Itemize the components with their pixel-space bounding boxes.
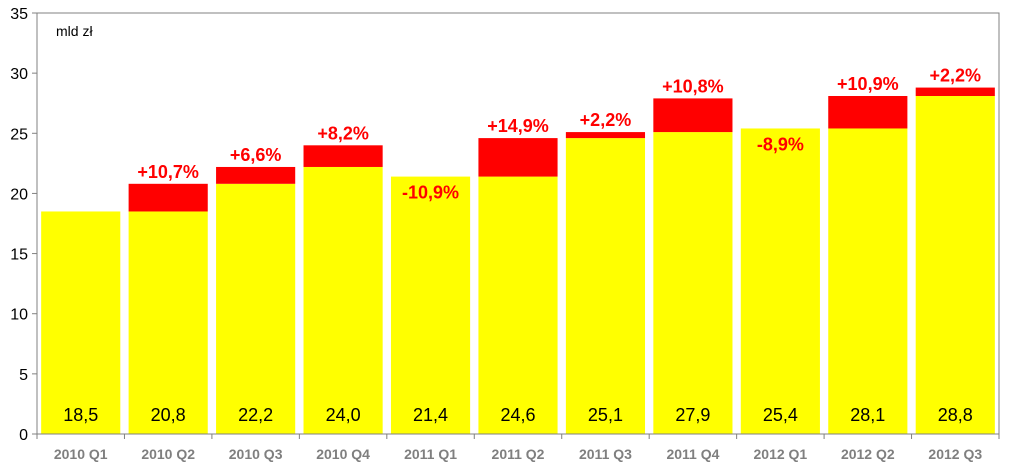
- bars-layer: [41, 87, 995, 435]
- change-label: +10,8%: [662, 76, 724, 96]
- category-label: 2011 Q1: [404, 446, 457, 462]
- category-label: 2012 Q1: [754, 446, 808, 462]
- bar-base: [216, 183, 296, 434]
- category-label: 2011 Q4: [666, 446, 719, 462]
- value-label: 22,2: [238, 405, 273, 425]
- labels-layer: 18,5 20,8 +10,7% 22,2 +6,6% 24,0 +8,2% 21,4 -10,…: [63, 66, 981, 425]
- category-label: 2010 Q4: [316, 446, 370, 462]
- change-label: -8,9%: [757, 134, 804, 154]
- bar-increase: [653, 98, 733, 133]
- bar-base: [41, 211, 121, 434]
- change-label: -10,9%: [402, 183, 459, 203]
- value-label: 24,6: [500, 405, 535, 425]
- y-tick-label: 10: [10, 307, 28, 324]
- bar-base: [740, 128, 820, 434]
- bar-increase: [915, 87, 995, 96]
- category-label: 2012 Q2: [841, 446, 895, 462]
- value-label: 28,8: [938, 405, 973, 425]
- value-label: 27,9: [675, 405, 710, 425]
- value-label: 20,8: [151, 405, 186, 425]
- bar-base: [390, 176, 471, 435]
- value-label: 28,1: [850, 405, 885, 425]
- y-tick-label: 15: [10, 247, 28, 264]
- y-tick-label: 0: [19, 427, 28, 444]
- change-label: +6,6%: [230, 145, 282, 165]
- change-label: +10,9%: [837, 74, 899, 94]
- bar-base: [478, 176, 558, 435]
- change-label: +2,2%: [929, 66, 981, 86]
- value-label: 25,4: [763, 405, 798, 425]
- value-label: 21,4: [413, 405, 448, 425]
- bar-base: [565, 138, 646, 434]
- bar-increase: [128, 183, 208, 212]
- value-label: 25,1: [588, 405, 623, 425]
- bar-increase: [478, 138, 558, 177]
- unit-label: mld zł: [56, 23, 93, 39]
- value-label: 24,0: [326, 405, 361, 425]
- change-label: +8,2%: [317, 123, 369, 143]
- y-tick-label: 25: [10, 126, 28, 143]
- bar-increase: [216, 166, 296, 184]
- y-tick-label: 5: [19, 367, 28, 384]
- category-label: 2011 Q2: [492, 446, 545, 462]
- bar-base: [653, 132, 733, 434]
- y-tick-label: 35: [10, 6, 28, 23]
- bar-increase: [828, 95, 908, 129]
- bar-base: [915, 95, 995, 435]
- category-label: 2010 Q1: [54, 446, 108, 462]
- bar-base: [303, 166, 383, 435]
- axis-layer: 2010 Q1 2010 Q2 2010 Q3 2010 Q4 2011 Q1 2011 …: [10, 6, 1000, 462]
- y-tick-label: 30: [10, 66, 28, 83]
- bar-base: [828, 128, 908, 434]
- category-label: 2011 Q3: [579, 446, 632, 462]
- category-label: 2010 Q3: [229, 446, 283, 462]
- bar-base: [128, 211, 208, 434]
- change-label: +14,9%: [487, 116, 549, 136]
- y-tick-label: 20: [10, 186, 28, 203]
- category-label: 2010 Q2: [141, 446, 195, 462]
- bar-increase: [565, 132, 646, 139]
- bar-increase: [303, 145, 383, 167]
- value-label: 18,5: [63, 405, 98, 425]
- change-label: +10,7%: [137, 162, 199, 182]
- change-label: +2,2%: [580, 110, 632, 130]
- category-label: 2012 Q3: [928, 446, 982, 462]
